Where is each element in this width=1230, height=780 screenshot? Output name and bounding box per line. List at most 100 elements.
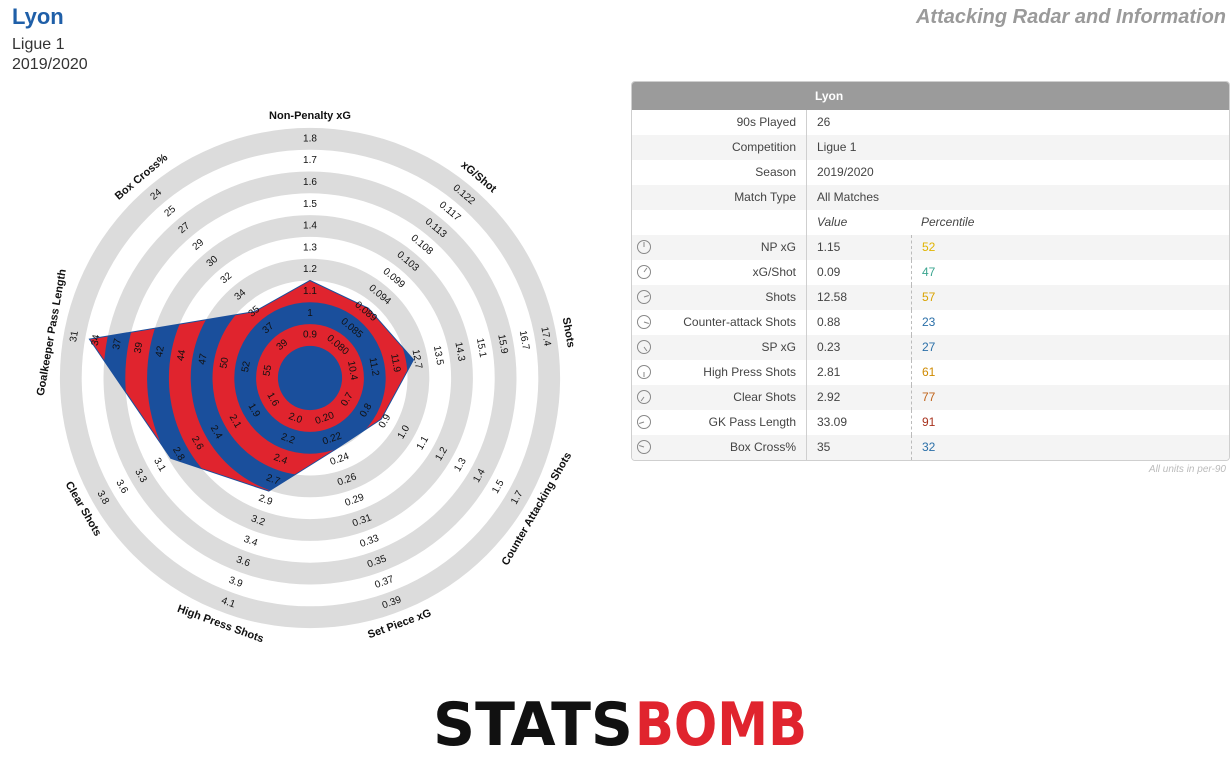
info-row: Competition Ligue 1 [632, 135, 1229, 160]
metric-row: xG/Shot 0.09 47 [632, 260, 1229, 285]
tick-label: 13.5 [431, 345, 445, 367]
tick-label: 1.2 [303, 264, 317, 275]
metric-percentile: 52 [911, 235, 935, 260]
metric-value: 12.58 [806, 285, 911, 310]
metric-row: Shots 12.58 57 [632, 285, 1229, 310]
tick-label: 14.3 [452, 341, 466, 363]
column-header: Value [806, 210, 911, 235]
info-row: Season 2019/2020 [632, 160, 1229, 185]
tick-label: 37 [111, 337, 124, 350]
metric-label: SP xG [761, 340, 796, 354]
metric-percentile: 77 [911, 385, 935, 410]
team-name: Lyon [12, 4, 64, 29]
tick-label: 50 [218, 356, 231, 369]
metric-icon [637, 415, 651, 429]
metric-row: Box Cross% 35 32 [632, 435, 1229, 460]
tick-label: 31 [68, 330, 81, 343]
tick-label: 2.9 [257, 493, 274, 508]
metric-percentile: 32 [911, 435, 935, 460]
info-value: 2019/2020 [806, 160, 911, 185]
radar-chart: 0.9 1 1.1 1.2 1.3 1.4 1.5 1.6 1.7 1.8 Non-Penalty … [35, 110, 577, 646]
info-value: Ligue 1 [806, 135, 911, 160]
axis-name: Non-Penalty xG [269, 110, 351, 122]
tick-label: 17.4 [538, 326, 552, 348]
metric-value: 1.15 [806, 235, 911, 260]
metric-icon [637, 265, 651, 279]
metric-icon [637, 440, 651, 454]
info-label: 90s Played [736, 115, 796, 129]
tick-label: 3.2 [250, 513, 267, 528]
metric-label: xG/Shot [752, 265, 796, 279]
tick-label: 16.7 [517, 330, 531, 352]
tick-label: 55 [261, 364, 274, 377]
tick-label: 3.9 [227, 575, 244, 590]
metric-cell: xG/Shot [632, 260, 806, 285]
table-body: 90s Played 26 Competition Ligue 1 Season 2019… [632, 110, 1229, 460]
metric-icon [637, 340, 651, 354]
metric-label: High Press Shots [703, 365, 796, 379]
metric-icon [637, 315, 651, 329]
info-table: Lyon 90s Played 26 Competition Ligue 1 Seaso… [631, 81, 1230, 461]
tick-label: 1.1 [303, 286, 317, 297]
metric-label: Counter-attack Shots [683, 315, 796, 329]
metric-row: Counter-attack Shots 0.88 23 [632, 310, 1229, 335]
info-row: 90s Played 26 [632, 110, 1229, 135]
metric-label: Shots [765, 290, 796, 304]
logo-right: BOMB [635, 690, 807, 760]
metric-label: GK Pass Length [708, 415, 796, 429]
metric-percentile: 23 [911, 310, 935, 335]
tick-label: 15.1 [474, 337, 488, 359]
info-label: Match Type [734, 190, 796, 204]
axis-name: Shots [560, 316, 577, 348]
metric-label: Box Cross% [729, 440, 796, 454]
metric-icon [637, 390, 651, 404]
table-title: Lyon [632, 82, 1229, 110]
metric-percentile: 27 [911, 335, 935, 360]
metric-percentile: 57 [911, 285, 935, 310]
metric-row: Clear Shots 2.92 77 [632, 385, 1229, 410]
tick-label: 1.4 [303, 221, 317, 232]
tick-label: 42 [154, 345, 167, 358]
metric-cell: Clear Shots [632, 385, 806, 410]
tick-label: 2.4 [272, 452, 289, 467]
fill-center [277, 345, 343, 411]
metric-cell: NP xG [632, 235, 806, 260]
tick-label: 11.9 [388, 353, 402, 374]
radar-polygon [88, 279, 415, 492]
competition: Ligue 1 [12, 36, 65, 53]
info-value: All Matches [806, 185, 911, 210]
spacer [632, 210, 806, 235]
season: 2019/2020 [12, 56, 88, 73]
metric-cell: Counter-attack Shots [632, 310, 806, 335]
tick-label: 1 [307, 308, 313, 319]
column-header-row: Value Percentile [632, 210, 1229, 235]
metric-value: 2.92 [806, 385, 911, 410]
tick-label: 34 [90, 333, 103, 346]
tick-label: 39 [133, 341, 146, 354]
metric-icon [637, 290, 651, 304]
tick-label: 2.2 [279, 431, 296, 446]
tick-label: 3.6 [235, 554, 252, 569]
column-header: Percentile [921, 215, 975, 229]
tick-label: 0.9 [303, 330, 317, 341]
tick-label: 1.3 [303, 242, 317, 253]
metric-icon [637, 365, 651, 379]
info-value: 26 [806, 110, 911, 135]
tick-label: 44 [176, 349, 189, 362]
tick-label: 2.0 [287, 411, 304, 426]
tick-label: 10.4 [345, 360, 359, 382]
tick-label: 1.6 [303, 177, 317, 188]
metric-row: SP xG 0.23 27 [632, 335, 1229, 360]
info-row: Match Type All Matches [632, 185, 1229, 210]
metric-percentile: 91 [911, 410, 935, 435]
metric-cell: GK Pass Length [632, 410, 806, 435]
metric-value: 0.88 [806, 310, 911, 335]
metric-label: Clear Shots [733, 390, 796, 404]
table-note: All units in per-90 [1148, 464, 1226, 475]
metric-value: 0.09 [806, 260, 911, 285]
tick-label: 15.9 [495, 334, 509, 356]
info-label: Competition [731, 140, 796, 154]
metric-percentile: 61 [911, 360, 935, 385]
tick-label: 4.1 [220, 595, 237, 610]
